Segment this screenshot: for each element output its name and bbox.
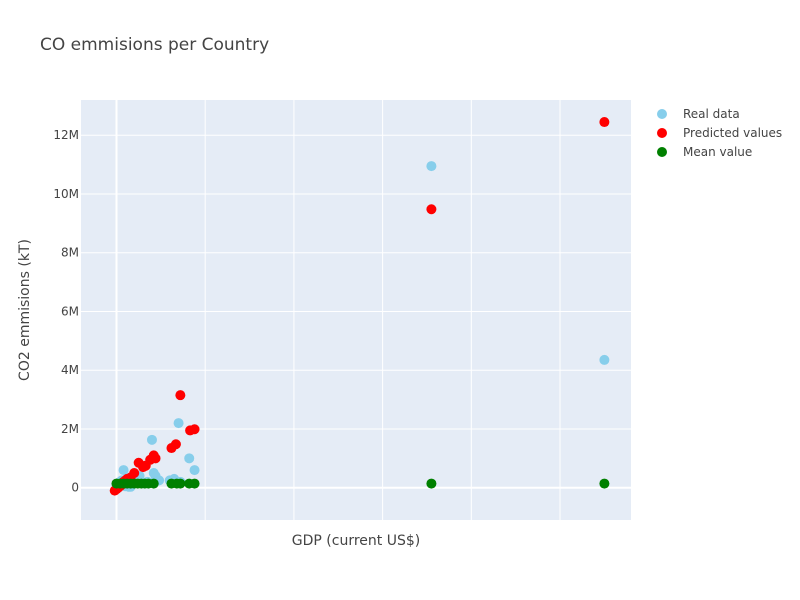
legend-item[interactable]: Real data <box>657 107 740 121</box>
y-tick-label: 4M <box>61 363 79 377</box>
y-tick-label: 10M <box>53 187 79 201</box>
data-point <box>426 204 437 215</box>
legend-marker <box>657 147 667 157</box>
y-tick-label: 2M <box>61 422 79 436</box>
legend-marker <box>657 128 667 138</box>
data-point <box>175 478 186 489</box>
data-points <box>109 117 610 496</box>
plot-area <box>81 100 631 520</box>
legend-label: Predicted values <box>683 126 782 140</box>
legend-label: Mean value <box>683 145 752 159</box>
y-tick-label: 12M <box>53 128 79 142</box>
y-tick-label: 8M <box>61 246 79 260</box>
y-tick-label: 0 <box>71 481 79 495</box>
data-point <box>170 439 181 450</box>
data-point <box>148 478 159 489</box>
data-point <box>175 390 186 401</box>
x-axis-label: GDP (current US$) <box>292 533 420 549</box>
legend-marker <box>657 109 667 119</box>
y-tick-label: 6M <box>61 304 79 318</box>
data-point <box>189 465 200 476</box>
legend-item[interactable]: Predicted values <box>657 126 782 140</box>
y-axis-ticks: 0 2M 4M 6M 8M 10M 12M <box>53 128 79 494</box>
data-point <box>599 478 610 489</box>
y-axis-label: CO2 emmisions (kT) <box>17 239 33 381</box>
chart-title: CO emmisions per Country <box>40 35 269 55</box>
data-point <box>184 453 195 464</box>
data-point <box>189 478 200 489</box>
series-mean-value <box>111 478 610 489</box>
data-point <box>173 418 184 429</box>
data-point <box>599 354 610 365</box>
data-point <box>426 478 437 489</box>
legend-item[interactable]: Mean value <box>657 145 752 159</box>
legend: Real data Predicted values Mean value <box>657 107 782 159</box>
data-point <box>599 117 610 128</box>
data-point <box>129 468 140 479</box>
data-point <box>189 424 200 435</box>
data-point <box>146 434 157 445</box>
data-point <box>426 161 437 172</box>
legend-label: Real data <box>683 107 740 121</box>
data-point <box>118 465 129 476</box>
data-point <box>150 453 161 464</box>
